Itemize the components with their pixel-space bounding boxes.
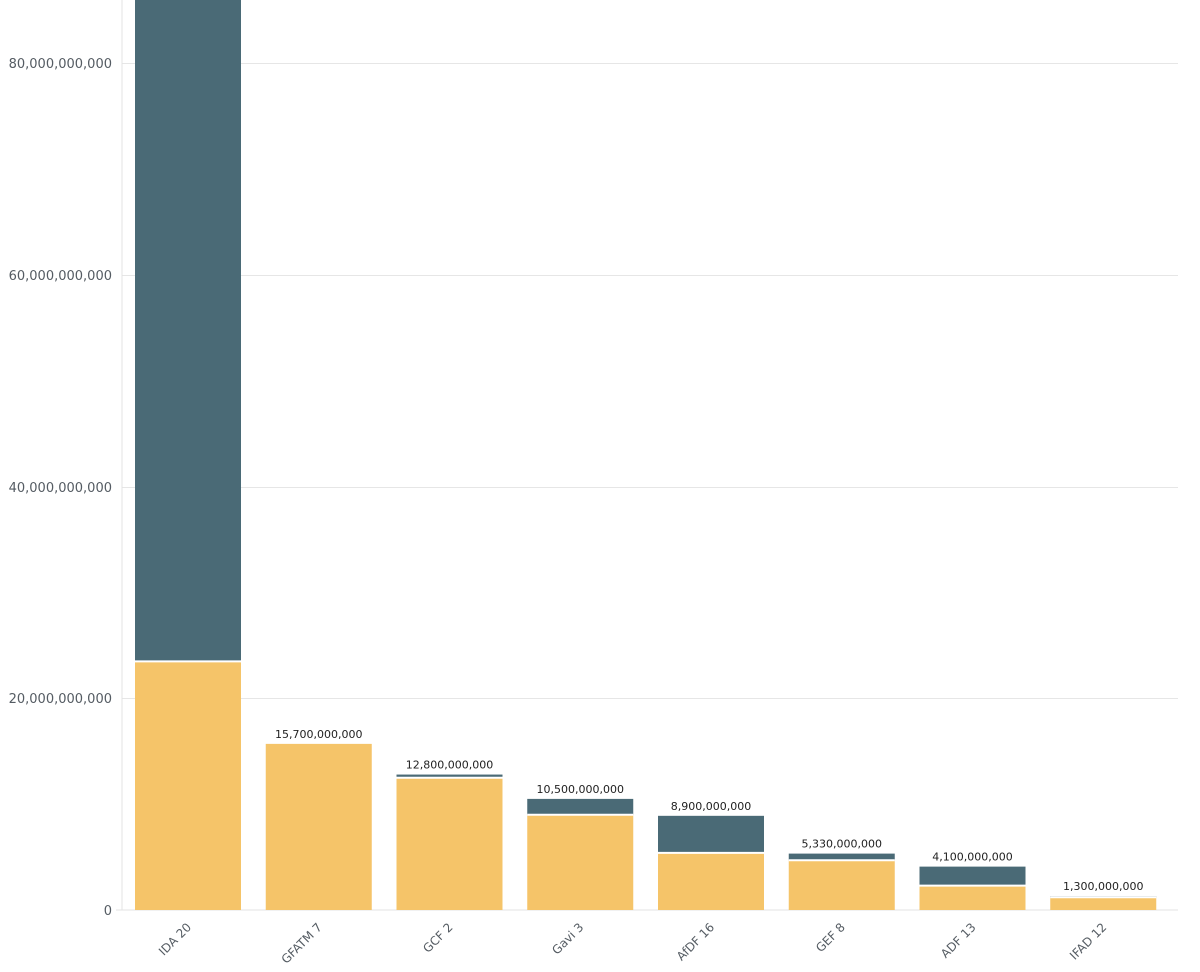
x-tick-label: GFATM 7 <box>279 920 325 966</box>
y-tick-label: 0 <box>104 904 112 919</box>
x-tick-label: GCF 2 <box>420 920 455 955</box>
bar-segment-base <box>788 860 895 910</box>
bar-segment-base <box>527 814 634 910</box>
x-tick-label: IDA 20 <box>156 920 194 958</box>
grid-layer <box>122 63 1178 699</box>
bar-layer <box>135 0 1157 910</box>
x-tick-label: Gavi 3 <box>549 920 586 957</box>
bar-segment-top <box>135 0 241 662</box>
bar-data-label: 15,700,000,000 <box>275 728 362 741</box>
bar-segment-base <box>265 743 372 910</box>
bar-segment-top <box>658 815 764 853</box>
bar-segment-top <box>788 853 895 861</box>
bar-data-label: 5,330,000,000 <box>802 838 882 851</box>
y-tick-label: 20,000,000,000 <box>9 692 112 707</box>
bar-segment-top <box>527 798 634 815</box>
bar-segment-base <box>658 852 764 910</box>
bar-segment-base <box>919 885 1026 910</box>
y-tick-label: 40,000,000,000 <box>9 481 112 496</box>
label-layer: 15,700,000,000 12,800,000,000 10,500,000,0… <box>275 728 1143 893</box>
y-tick-label: 60,000,000,000 <box>9 269 112 284</box>
x-tick-label: AfDF 16 <box>674 920 717 963</box>
bar-segment-base <box>135 661 241 910</box>
bar-segment-base <box>1050 897 1157 910</box>
bar-segment-base <box>396 777 503 910</box>
bar-data-label: 12,800,000,000 <box>406 759 493 772</box>
bar-data-label: 8,900,000,000 <box>671 800 751 813</box>
bar-data-label: 4,100,000,000 <box>932 851 1012 864</box>
x-tick-label: ADF 13 <box>938 920 979 961</box>
bar-data-label: 1,300,000,000 <box>1063 880 1143 893</box>
y-tick-label: 80,000,000,000 <box>9 57 112 72</box>
x-tick-label: GEF 8 <box>813 920 848 955</box>
bar-segment-top <box>396 774 503 778</box>
x-tick-label: IFAD 12 <box>1067 920 1109 962</box>
bar-data-label: 10,500,000,000 <box>537 783 624 796</box>
bar-segment-top <box>919 866 1026 886</box>
